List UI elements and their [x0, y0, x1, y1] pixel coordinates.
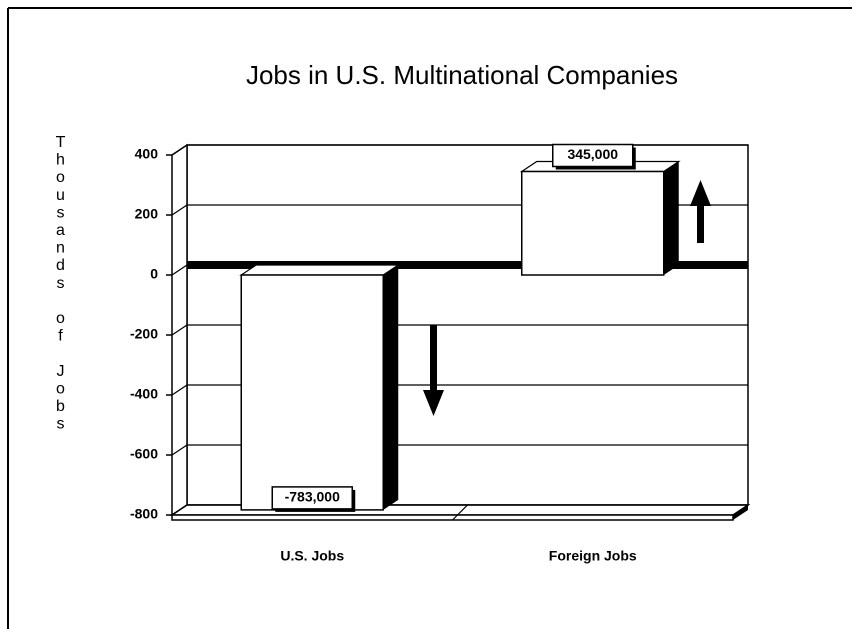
- bar-front: [240, 274, 384, 511]
- wall-grid-line: [171, 444, 188, 456]
- value-label: 345,000: [567, 146, 618, 162]
- value-label-box: [271, 486, 353, 510]
- y-tick-label: 400: [135, 146, 159, 162]
- up-arrow: [690, 180, 711, 243]
- x-tick-label: Foreign Jobs: [549, 548, 637, 564]
- bar-side: [663, 161, 679, 275]
- bar: [239, 264, 401, 511]
- zero-line: [187, 261, 748, 269]
- chart-title: Jobs in U.S. Multinational Companies: [246, 60, 678, 90]
- wall-grid-line: [171, 324, 188, 336]
- y-tick-label: -600: [130, 446, 158, 462]
- bar: [519, 160, 681, 276]
- value-label-box: [552, 143, 634, 168]
- floor-side: [733, 505, 748, 520]
- y-tick-label: -800: [130, 506, 158, 522]
- y-axis-label: Thousands of Jobs: [52, 134, 69, 434]
- floor-divider: [452, 504, 468, 521]
- wall-grid-line: [171, 384, 188, 396]
- y-tick-label: -400: [130, 386, 158, 402]
- bar-side: [383, 265, 399, 510]
- wall-grid-line: [171, 504, 188, 516]
- bar-front: [521, 170, 665, 276]
- wall-grid-line: [171, 204, 188, 216]
- down-arrow: [423, 325, 444, 416]
- wall-grid-line: [171, 144, 188, 156]
- wall-grid-line: [171, 264, 188, 276]
- bar-top: [239, 264, 401, 276]
- x-tick-label: U.S. Jobs: [280, 548, 344, 564]
- y-tick-label: 200: [135, 206, 159, 222]
- plot: -800 -600 -400 -200 0 200 400 U.S. Jobs -783,000…: [130, 143, 751, 564]
- value-label: -783,000: [285, 489, 340, 505]
- y-tick-label: -200: [130, 326, 158, 342]
- y-tick-label: 0: [150, 266, 158, 282]
